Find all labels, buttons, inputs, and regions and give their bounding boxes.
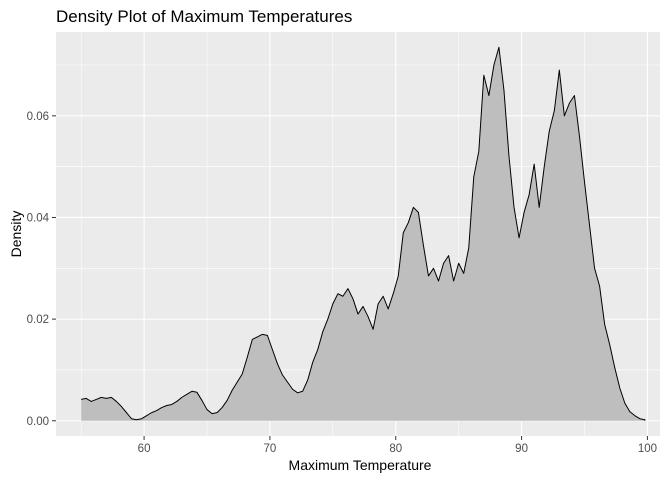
density-area (81, 47, 645, 421)
x-tick-label: 90 (515, 443, 528, 455)
y-tick-label: 0.04 (27, 212, 50, 224)
x-tick-label: 60 (138, 443, 151, 455)
x-tick-label: 70 (264, 443, 277, 455)
density-line (81, 46, 646, 421)
y-axis-ticks: 0.00 0.02 0.04 0.06 (27, 111, 56, 428)
x-tick-label: 80 (389, 443, 402, 455)
chart-title: Density Plot of Maximum Temperatures (56, 7, 352, 26)
y-tick-label: 0.00 (27, 416, 49, 428)
y-axis-title: Density (8, 211, 24, 258)
y-tick-label: 0.06 (27, 111, 49, 123)
y-tick-label: 0.02 (27, 314, 49, 326)
x-tick-label: 100 (638, 443, 657, 455)
x-axis-title: Maximum Temperature (289, 457, 432, 473)
x-axis-ticks: 60 70 80 90 100 (138, 436, 657, 455)
